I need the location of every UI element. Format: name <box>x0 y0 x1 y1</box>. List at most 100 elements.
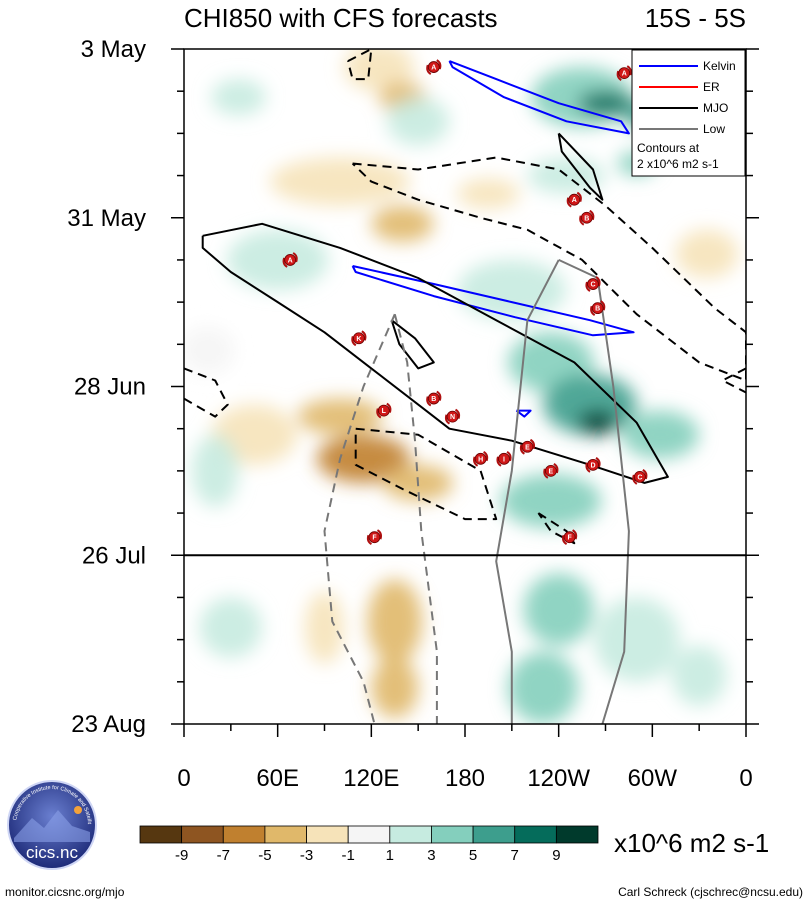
storm-marker-15: E <box>543 463 559 479</box>
chart-title: CHI850 with CFS forecasts <box>184 3 498 33</box>
x-tick-label: 60E <box>256 765 299 792</box>
colorbar-tick-label: -5 <box>258 847 271 864</box>
anomaly-blob-31 <box>507 651 579 724</box>
colorbar-tick-label: 3 <box>427 847 435 864</box>
y-axis: 3 May 31 May 28 Jun 26 Jul 23 Aug <box>67 36 759 738</box>
colorbar-swatch-1 <box>181 825 224 844</box>
colorbar: -9 -7 -5 -3 -1 1 3 5 7 9 <box>139 825 599 864</box>
anomaly-blob-13 <box>457 259 567 321</box>
legend-box <box>631 49 746 177</box>
colorbar-tick-label: -1 <box>342 847 355 864</box>
anomaly-blob-14 <box>675 229 739 279</box>
anomaly-blob-28 <box>371 657 419 718</box>
storm-label: B <box>431 396 436 403</box>
colorbar-tick-label: -7 <box>217 847 230 864</box>
storm-swirl-top <box>436 390 442 401</box>
storm-swirl-bottom <box>444 414 451 425</box>
storm-swirl-bottom <box>579 215 585 226</box>
storm-icon <box>446 410 459 423</box>
storm-swirl-top <box>589 209 595 221</box>
legend-note-line2: 2 x10^6 m2 s-1 <box>637 157 719 171</box>
contour-low-14 <box>558 258 630 724</box>
anomaly-blob-25 <box>191 434 239 508</box>
colorbar-units: x10^6 m2 s-1 <box>614 828 769 858</box>
storm-marker-3: B <box>579 209 595 226</box>
colorbar-swatch-3 <box>264 825 307 844</box>
contour-low-12 <box>393 313 438 724</box>
storm-marker-7: K <box>351 330 367 347</box>
x-tick-label: 180 <box>445 765 485 792</box>
colorbar-tick-label: 9 <box>552 847 560 864</box>
storm-label: E <box>549 468 554 475</box>
storm-swirl-top <box>454 408 461 419</box>
storm-swirl-bottom <box>632 474 638 485</box>
storm-marker-0: A <box>426 59 442 75</box>
storm-label: A <box>288 257 293 264</box>
storm-label: B <box>584 215 589 222</box>
anomaly-blob-19 <box>621 410 700 459</box>
storm-swirl-bottom <box>473 456 479 467</box>
storm-label: F <box>372 535 377 542</box>
y-tick-label: 3 May <box>81 36 146 63</box>
storm-label: L <box>382 408 387 415</box>
legend-label-mjo: MJO <box>703 101 728 115</box>
storm-marker-12: H <box>473 450 489 467</box>
storm-label: A <box>572 197 577 204</box>
storm-marker-13: I <box>496 450 512 467</box>
legend-label-er: ER <box>703 80 720 94</box>
colorbar-swatch-0 <box>139 825 183 844</box>
storm-swirl-top <box>553 463 559 474</box>
storm-label: N <box>450 414 455 421</box>
storm-marker-16: C <box>632 469 648 485</box>
storm-swirl-bottom <box>585 281 591 292</box>
colorbar-tick-label: 7 <box>511 847 519 864</box>
storm-marker-11: E <box>519 438 536 455</box>
storm-icon <box>474 452 487 465</box>
footer-url: monitor.cicsnc.org/mjo <box>5 885 125 899</box>
storm-swirl-top <box>595 276 601 287</box>
anomaly-blob-26 <box>199 597 263 658</box>
contour-kelvin-1 <box>351 265 635 337</box>
storm-swirl-top <box>386 402 392 413</box>
storm-label: C <box>590 282 595 289</box>
storm-marker-4: A <box>282 252 298 268</box>
storm-label: H <box>478 456 483 463</box>
storm-icon <box>377 404 390 417</box>
colorbar-tick-label: -3 <box>300 847 313 864</box>
storm-swirl-top <box>376 529 383 540</box>
storm-icon <box>544 464 557 477</box>
colorbar-tick-label: -9 <box>175 847 188 864</box>
storm-icon <box>368 531 381 544</box>
storm-swirl-bottom <box>585 462 591 473</box>
colorbar-swatch-9 <box>514 825 557 844</box>
storm-icon <box>563 531 576 544</box>
storm-icon <box>498 452 510 465</box>
storm-swirl-bottom <box>566 197 572 208</box>
colorbar-swatch-10 <box>555 825 599 844</box>
anomaly-blob-21 <box>316 434 411 483</box>
storm-label: D <box>590 462 595 469</box>
anomaly-blob-10 <box>226 229 329 291</box>
storm-label: A <box>431 65 436 72</box>
anomaly-blob-7 <box>269 157 411 206</box>
logo-mountains <box>14 810 90 842</box>
storm-marker-17: F <box>562 529 578 546</box>
storm-swirl-top <box>626 65 632 76</box>
x-tick-label: 60W <box>628 765 678 792</box>
storm-label: F <box>567 535 572 542</box>
contour-low-15 <box>495 259 560 724</box>
storm-icon <box>568 193 581 206</box>
storm-marker-5: C <box>585 276 601 292</box>
legend-note-line1: Contours at <box>637 141 700 155</box>
anomaly-blob-18 <box>578 410 618 435</box>
storm-swirl-bottom <box>426 64 432 75</box>
y-tick-label: 23 Aug <box>71 711 146 738</box>
storm-swirl-top <box>642 469 648 480</box>
storm-icon <box>591 302 604 315</box>
colorbar-swatch-6 <box>389 825 432 844</box>
anomaly-blob-27 <box>367 579 423 664</box>
footer-credit: Carl Schreck (cjschrec@ncsu.edu) <box>618 885 803 899</box>
storm-swirl-top <box>576 191 582 202</box>
storm-swirl-bottom <box>519 444 526 455</box>
contour-mjo-11 <box>537 512 576 545</box>
